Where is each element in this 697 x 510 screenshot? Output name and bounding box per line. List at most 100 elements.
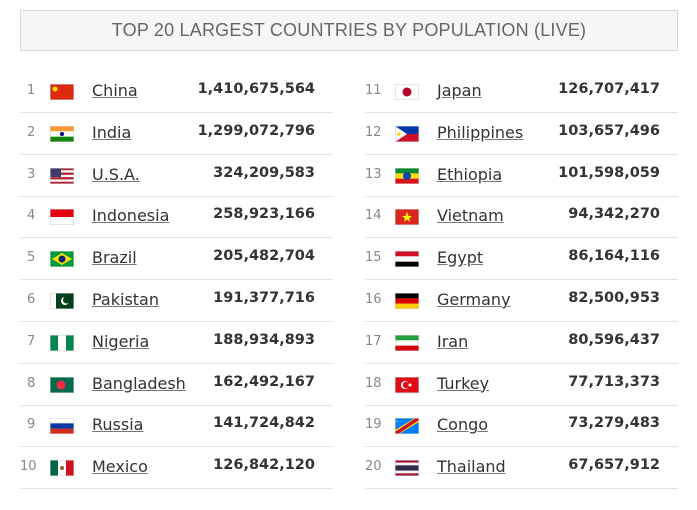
flag-shape bbox=[50, 209, 74, 218]
flag-shape bbox=[395, 470, 419, 474]
flag-border bbox=[395, 293, 419, 309]
flag-border bbox=[50, 334, 74, 351]
table-row: 1 China 1,410,675,564 bbox=[20, 71, 333, 113]
country-link[interactable]: Philippines bbox=[437, 122, 524, 142]
flag-shape bbox=[66, 334, 74, 351]
flag-shape bbox=[50, 334, 59, 351]
country-link[interactable]: Turkey bbox=[437, 373, 490, 393]
flag-shape bbox=[50, 217, 74, 226]
country-link[interactable]: Thailand bbox=[437, 457, 506, 477]
flag-shape bbox=[50, 125, 74, 132]
flag-border bbox=[395, 460, 419, 477]
flag-shape bbox=[395, 256, 419, 262]
flag-shape bbox=[397, 131, 401, 136]
flag-icon bbox=[50, 84, 74, 100]
flag-icon bbox=[395, 167, 419, 184]
flag-shape bbox=[395, 340, 419, 346]
table-row: 6 Pakistan 191,377,716 bbox=[20, 280, 333, 322]
flag-shape bbox=[395, 178, 419, 184]
country-link[interactable]: Brazil bbox=[92, 248, 137, 268]
flag-shape bbox=[395, 167, 419, 174]
flag-border bbox=[395, 209, 419, 226]
flag-shape bbox=[50, 179, 74, 182]
flag-shape bbox=[395, 125, 419, 134]
country-link[interactable]: Russia bbox=[92, 415, 144, 435]
country-link[interactable]: Congo bbox=[437, 415, 489, 435]
flag-icon bbox=[50, 293, 74, 309]
flag-shape bbox=[50, 136, 74, 142]
flag-icon bbox=[395, 84, 419, 100]
flag-shape bbox=[50, 174, 74, 177]
flag-shape bbox=[56, 380, 66, 390]
flag-icon bbox=[395, 460, 419, 477]
rank: 15 bbox=[365, 250, 382, 266]
country-link[interactable]: Bangladesh bbox=[92, 373, 186, 393]
flag-shape bbox=[402, 381, 410, 388]
country-link[interactable]: China bbox=[92, 81, 138, 100]
rank: 14 bbox=[365, 208, 382, 224]
flag-shape bbox=[395, 345, 419, 351]
population: 101,598,059 bbox=[558, 164, 660, 181]
flag-shape bbox=[402, 87, 412, 97]
country-link[interactable]: Germany bbox=[437, 290, 511, 309]
flag-icon bbox=[50, 251, 74, 268]
country-link[interactable]: Mexico bbox=[92, 457, 148, 477]
flag-icon bbox=[50, 418, 74, 435]
country-link[interactable]: Iran bbox=[437, 331, 469, 351]
flag-border bbox=[395, 334, 419, 351]
country-link[interactable]: Ethiopia bbox=[437, 164, 503, 184]
table-title: TOP 20 LARGEST COUNTRIES BY POPULATION (… bbox=[20, 10, 678, 51]
flag-shape bbox=[395, 334, 419, 341]
country-link[interactable]: Japan bbox=[437, 81, 482, 100]
rank: 11 bbox=[365, 83, 382, 98]
flag-icon bbox=[50, 460, 74, 477]
flag-border bbox=[395, 84, 419, 100]
country-link[interactable]: Vietnam bbox=[437, 206, 504, 226]
table-row: 3 U.S.A. 324,209,583 bbox=[20, 155, 333, 197]
flag-border bbox=[50, 84, 74, 100]
flag-icon bbox=[50, 209, 74, 226]
flag-icon bbox=[395, 125, 419, 142]
rank: 20 bbox=[365, 459, 382, 475]
population: 205,482,704 bbox=[213, 248, 315, 265]
flag-border bbox=[395, 376, 419, 393]
rank: 6 bbox=[27, 292, 36, 307]
population: 80,596,437 bbox=[568, 331, 660, 348]
population: 82,500,953 bbox=[568, 290, 660, 306]
flag-icon bbox=[50, 167, 74, 184]
flag-border bbox=[50, 251, 74, 268]
flag-shape bbox=[395, 468, 419, 471]
flag-shape bbox=[50, 169, 74, 173]
flag-shape bbox=[395, 473, 419, 477]
population: 162,492,167 bbox=[213, 373, 315, 390]
country-link[interactable]: Egypt bbox=[437, 248, 484, 268]
population: 67,657,912 bbox=[568, 457, 660, 474]
table-row: 4 Indonesia 258,923,166 bbox=[20, 196, 333, 239]
population: 324,209,583 bbox=[213, 164, 315, 181]
flag-shape bbox=[395, 125, 407, 142]
flag-shape bbox=[50, 429, 74, 435]
flag-shape bbox=[50, 423, 74, 430]
flag-shape bbox=[395, 261, 419, 268]
population: 188,934,893 bbox=[213, 331, 315, 348]
population: 73,279,483 bbox=[568, 415, 660, 432]
table-row: 13 Ethiopia 101,598,059 bbox=[365, 155, 678, 197]
table-row: 17 Iran 80,596,437 bbox=[365, 322, 678, 364]
country-link[interactable]: Pakistan bbox=[92, 290, 159, 309]
population: 141,724,842 bbox=[213, 415, 315, 432]
flag-shape bbox=[50, 460, 59, 477]
country-link[interactable]: India bbox=[92, 122, 132, 142]
flag-shape bbox=[50, 418, 74, 424]
country-link[interactable]: Nigeria bbox=[92, 331, 150, 351]
flag-border bbox=[395, 125, 419, 142]
table-row: 15 Egypt 86,164,116 bbox=[365, 238, 678, 281]
flag-border bbox=[50, 125, 74, 142]
rank: 5 bbox=[27, 250, 36, 266]
flag-shape bbox=[60, 131, 64, 136]
flag-border bbox=[395, 418, 419, 435]
country-link[interactable]: Indonesia bbox=[92, 206, 170, 226]
table-row: 9 Russia 141,724,842 bbox=[20, 405, 333, 448]
country-link[interactable]: U.S.A. bbox=[92, 164, 140, 184]
table-row: 7 Nigeria 188,934,893 bbox=[20, 322, 333, 364]
